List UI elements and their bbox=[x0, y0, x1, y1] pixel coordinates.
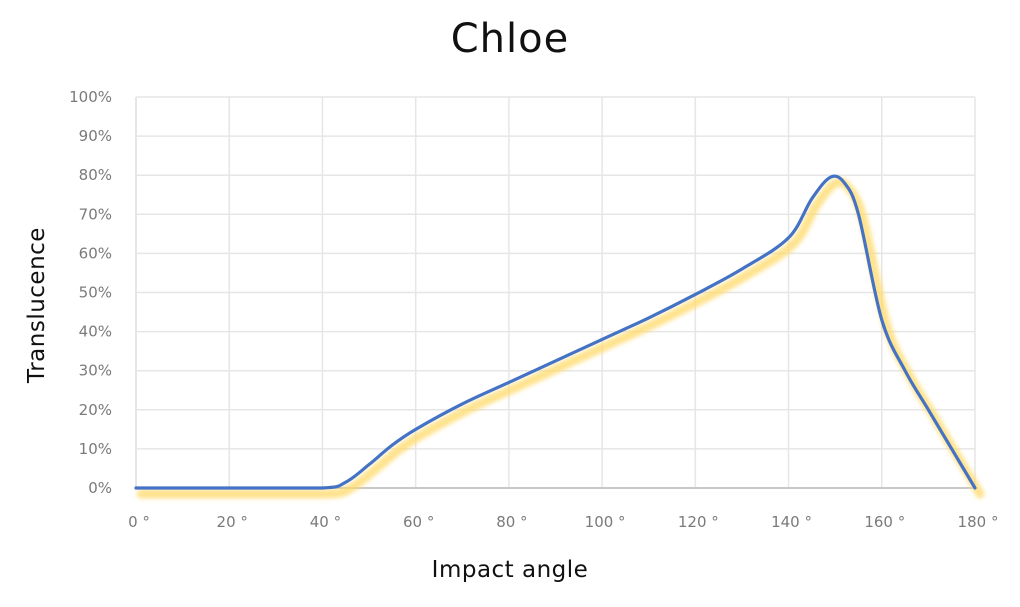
y-tick-label: 40% bbox=[79, 323, 112, 341]
y-tick-label: 10% bbox=[79, 440, 112, 458]
x-tick-label: 0 ° bbox=[128, 513, 150, 531]
x-tick-label: 100 ° bbox=[585, 513, 626, 531]
series-line bbox=[134, 174, 977, 490]
x-tick-label: 80 ° bbox=[496, 513, 527, 531]
x-tick-label: 180 ° bbox=[958, 513, 999, 531]
x-tick-label: 120 ° bbox=[678, 513, 719, 531]
y-tick-label: 20% bbox=[79, 401, 112, 419]
y-tick-label: 100% bbox=[69, 88, 112, 106]
x-tick-label: 140 ° bbox=[771, 513, 812, 531]
x-tick-label: 160 ° bbox=[864, 513, 905, 531]
x-tick-label: 20 ° bbox=[217, 513, 248, 531]
series-glow bbox=[136, 177, 985, 499]
y-tick-label: 0% bbox=[88, 479, 112, 497]
x-tick-label: 40 ° bbox=[310, 513, 341, 531]
y-tick-label: 90% bbox=[79, 127, 112, 145]
y-tick-label: 80% bbox=[79, 166, 112, 184]
data-series bbox=[134, 174, 985, 499]
gridlines bbox=[136, 96, 976, 488]
y-tick-label: 70% bbox=[79, 205, 112, 223]
x-tick-label: 60 ° bbox=[403, 513, 434, 531]
y-tick-label: 30% bbox=[79, 362, 112, 380]
y-tick-label: 50% bbox=[79, 284, 112, 302]
x-tick-labels: 0 ° 20 ° 40 ° 60 ° 80 ° 100 ° 120 ° 140 ° 160 ° 1… bbox=[128, 513, 998, 531]
y-tick-label: 60% bbox=[79, 244, 112, 262]
chart-title: Chloe bbox=[450, 16, 570, 62]
y-tick-labels: 0% 10% 20% 30% 40% 50% 60% 70% 80% 90% 100% bbox=[69, 88, 112, 497]
x-axis-title: Impact angle bbox=[431, 557, 589, 583]
